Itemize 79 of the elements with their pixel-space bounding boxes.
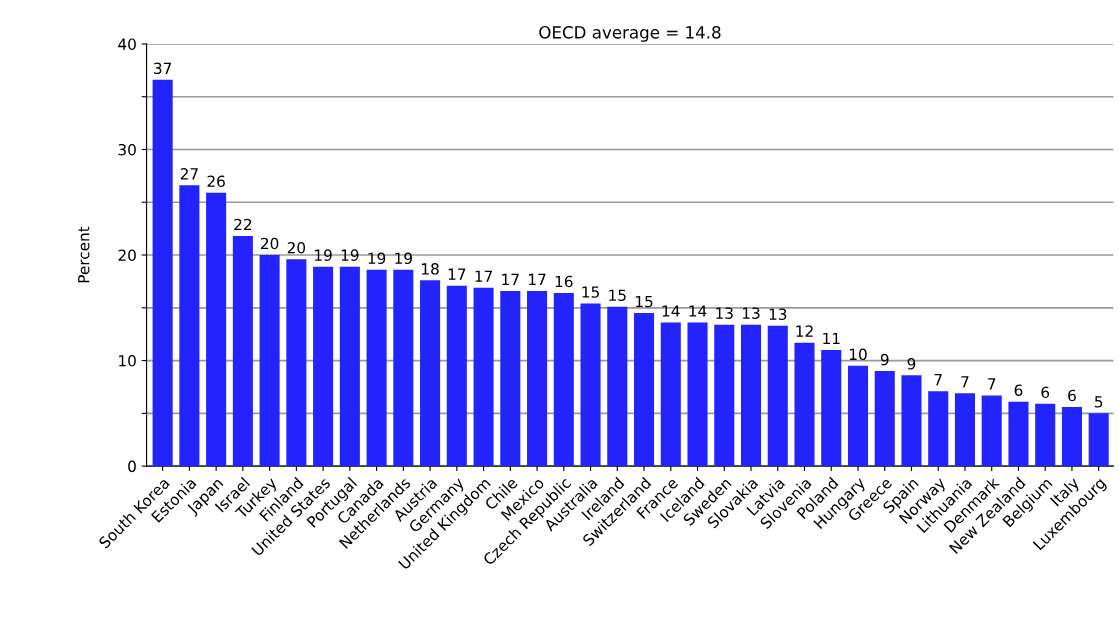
data-label: 19	[315, 249, 332, 261]
data-label: 13	[769, 308, 787, 320]
bar	[740, 324, 762, 467]
data-label: 17	[529, 273, 546, 285]
bar	[794, 342, 815, 467]
bar	[580, 303, 601, 467]
bar	[1035, 403, 1056, 467]
bar	[981, 395, 1002, 467]
data-label: 20	[261, 237, 279, 250]
bar	[874, 371, 895, 467]
bar	[660, 322, 681, 467]
data-label: 27	[180, 168, 198, 180]
data-label: 6	[1041, 386, 1050, 399]
data-label: 16	[555, 275, 573, 288]
bar	[286, 259, 307, 467]
bar	[366, 269, 387, 467]
bar	[420, 280, 441, 467]
data-label: 15	[636, 295, 653, 308]
data-label: 6	[1068, 389, 1076, 402]
data-label: 12	[796, 325, 813, 337]
bar	[259, 255, 280, 467]
bar	[179, 185, 200, 467]
bar	[446, 285, 467, 467]
data-label: 7	[988, 378, 996, 390]
data-label: 15	[582, 286, 599, 298]
bar	[687, 322, 708, 467]
bar	[1088, 413, 1109, 467]
data-label: 19	[368, 252, 386, 265]
bar	[821, 350, 842, 467]
bar	[714, 324, 735, 467]
data-label: 11	[823, 332, 840, 345]
data-label: 19	[341, 249, 359, 261]
data-label: 15	[609, 289, 626, 301]
chart-title: OECD average = 14.8	[539, 26, 721, 42]
y-tick-label: 30	[118, 143, 136, 156]
bar	[847, 365, 869, 467]
data-label: 6	[1014, 384, 1023, 396]
bar	[767, 325, 788, 467]
y-axis-title: Percent	[78, 226, 90, 283]
bar	[1008, 401, 1029, 467]
bar	[928, 391, 949, 467]
data-label: 26	[207, 175, 225, 188]
bar	[527, 290, 548, 467]
bar	[339, 266, 360, 467]
data-label: 14	[662, 305, 680, 317]
data-label: 19	[395, 252, 412, 265]
y-tick-label: 20	[118, 249, 136, 262]
bar	[473, 287, 494, 467]
data-label: 22	[234, 218, 252, 231]
data-label: 13	[742, 307, 760, 319]
data-label: 18	[422, 263, 439, 275]
bar	[1061, 407, 1082, 467]
bar	[634, 313, 655, 467]
bar	[607, 306, 628, 467]
data-label: 17	[475, 270, 492, 282]
data-label: 37	[154, 62, 172, 75]
data-label: 14	[689, 305, 707, 317]
bar	[553, 293, 574, 467]
data-label: 13	[716, 307, 733, 319]
data-label: 5	[1095, 396, 1103, 408]
data-label: 9	[907, 358, 916, 370]
data-label: 17	[502, 273, 519, 285]
data-label: 20	[287, 241, 306, 254]
bar	[206, 192, 227, 467]
bar	[393, 269, 414, 467]
data-label: 9	[880, 353, 889, 366]
y-tick-label: 40	[118, 38, 136, 50]
bar	[313, 266, 334, 467]
data-label: 7	[961, 376, 969, 388]
bar	[232, 236, 253, 467]
data-label: 7	[934, 374, 942, 386]
bar	[954, 393, 975, 467]
bar	[152, 79, 173, 467]
y-tick-label: 10	[119, 355, 136, 367]
y-tick-label: 0	[128, 460, 136, 473]
bar	[901, 375, 922, 467]
bar	[500, 290, 521, 467]
data-label: 10	[849, 348, 867, 361]
data-label: 17	[448, 268, 466, 280]
